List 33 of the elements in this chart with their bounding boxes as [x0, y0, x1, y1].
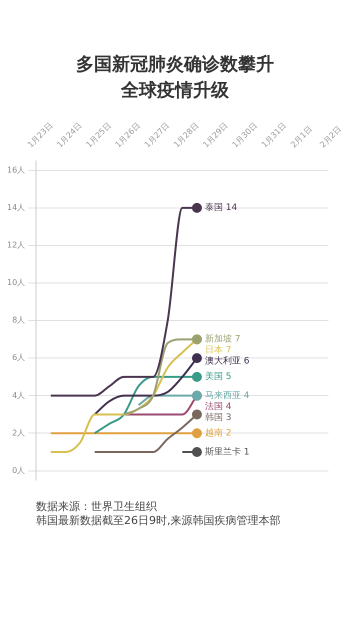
y-tick-label: 6人: [12, 353, 26, 362]
y-tick-label: 4人: [12, 390, 26, 400]
y-tick-label: 10人: [6, 278, 26, 288]
text: 泰国 14: [204, 203, 238, 214]
text: 澳大利亚 6: [204, 356, 250, 367]
text: 韩国最新数据截至26日9时,来源韩国疾病管理本部: [36, 514, 282, 528]
y-tick-label: 14人: [6, 202, 26, 212]
text: 法国 4: [204, 402, 232, 412]
x-tick-label: 1月29日: [201, 120, 230, 150]
text: 日本 7: [204, 346, 232, 356]
y-tick-label: 2人: [12, 428, 26, 438]
x-tick-label: 1月23日: [26, 120, 54, 150]
x-tick-label: 1月31日: [260, 120, 288, 150]
text: 斯里兰卡 1: [204, 447, 250, 458]
text: 越南 2: [204, 428, 232, 439]
y-tick-label: 0人: [12, 466, 26, 475]
x-tick-label: 2月1日: [288, 124, 314, 150]
x-tick-label: 1月26日: [114, 120, 142, 150]
text: 新加坡 7: [204, 334, 241, 345]
chart-title: 多国新冠肺炎确诊数攀升全球疫情升级: [75, 53, 275, 103]
x-tick-label: 1月25日: [84, 120, 113, 150]
x-tick-label: 1月24日: [55, 120, 84, 150]
x-tick-label: 1月30日: [230, 120, 260, 150]
text: 美国 5: [204, 372, 232, 382]
text: 马来西亚 4: [204, 391, 250, 402]
y-tick-label: 8人: [12, 316, 26, 325]
text: 韩国 3: [204, 413, 232, 424]
x-tick-label: 1月28日: [172, 120, 201, 150]
y-tick-label: 16人: [6, 165, 26, 174]
source-note: 数据来源：世界卫生组织: [36, 500, 158, 514]
y-tick-label: 12人: [6, 240, 26, 250]
x-tick-label: 1月27日: [142, 120, 172, 150]
x-tick-label: 2月2日: [318, 124, 344, 150]
